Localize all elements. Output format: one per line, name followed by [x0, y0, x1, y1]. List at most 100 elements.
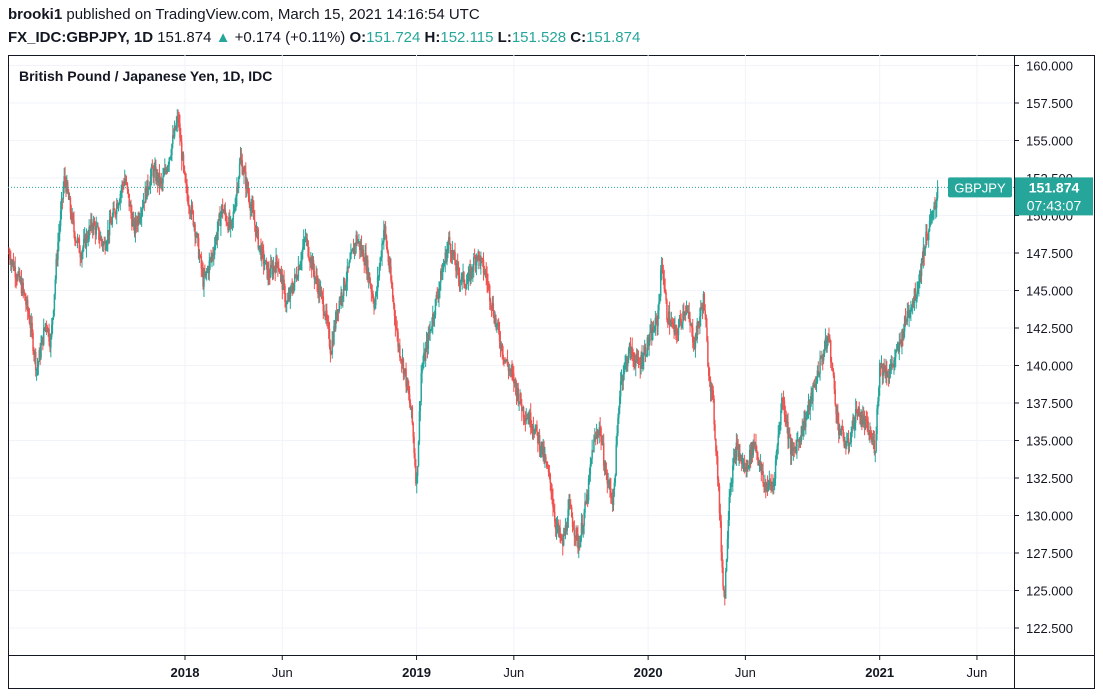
candle-body — [309, 260, 311, 263]
candle-body — [174, 126, 177, 130]
candle-body — [371, 292, 373, 295]
candle-body — [107, 230, 110, 236]
candle-body — [50, 336, 52, 348]
candle-body — [570, 504, 572, 508]
candle-body — [636, 354, 639, 358]
candle-body — [260, 245, 262, 260]
candle-body — [132, 219, 134, 227]
candle-body — [929, 218, 932, 221]
candle-body — [535, 424, 537, 429]
candle-body — [539, 449, 542, 451]
candle-body — [76, 238, 79, 243]
candle-body — [303, 238, 306, 240]
candle-body — [812, 385, 814, 402]
candle-body — [375, 292, 377, 306]
candle-body — [407, 378, 409, 390]
candle-body — [141, 207, 144, 211]
candle-body — [415, 465, 417, 484]
candle-body — [716, 456, 719, 480]
candle-body — [697, 321, 699, 325]
candle-body — [238, 163, 241, 178]
candle-body — [232, 211, 235, 219]
candle-body — [862, 415, 865, 419]
candle-body — [487, 283, 489, 285]
candle-body — [528, 418, 530, 424]
open-label: O: — [349, 29, 367, 46]
candle-body — [886, 368, 888, 377]
candle-body — [373, 301, 375, 308]
candle-body — [918, 283, 920, 289]
candle-body — [339, 300, 341, 303]
candle-body — [360, 245, 363, 253]
candle-body — [687, 312, 690, 314]
candle-body — [870, 432, 872, 438]
candle-body — [175, 122, 178, 130]
y-tick-label: 147.500 — [1026, 246, 1073, 261]
candle-body — [187, 194, 189, 205]
candle-body — [49, 341, 51, 348]
candle-body — [424, 347, 427, 361]
candle-body — [557, 522, 560, 532]
candle-body — [551, 493, 553, 499]
candle-body — [584, 501, 586, 513]
candle-body — [286, 300, 289, 303]
time-axis[interactable]: 2018 Jun 2019 Jun 2020 Jun 2021 Jun — [171, 655, 988, 680]
candle-body — [330, 353, 333, 355]
price-axis[interactable]: 160.000157.500155.000152.500150.000147.5… — [1014, 59, 1073, 637]
price-chart[interactable]: 160.000157.500155.000152.500150.000147.5… — [8, 55, 1095, 689]
candle-body — [31, 322, 33, 333]
candle-body — [42, 327, 45, 345]
candle-body — [284, 286, 286, 303]
candle-body — [48, 328, 50, 342]
candle-body — [804, 417, 806, 427]
candle-body — [541, 441, 544, 455]
candle-body — [694, 334, 697, 349]
candle-body — [77, 238, 80, 240]
candle-body — [127, 189, 130, 194]
candle-body — [775, 451, 778, 461]
candle-body — [827, 337, 829, 340]
candle-body — [615, 444, 617, 476]
candle-body — [722, 567, 724, 587]
chart-frame[interactable]: 160.000157.500155.000152.500150.000147.5… — [8, 55, 1095, 689]
candle-body — [254, 224, 257, 236]
candle-body — [518, 401, 520, 404]
candle-body — [352, 248, 355, 254]
candle-body — [762, 471, 764, 484]
candle-body — [504, 359, 506, 362]
publisher-name[interactable]: brooki1 — [8, 6, 63, 23]
candle-body — [115, 214, 117, 216]
candle-body — [933, 206, 935, 211]
candle-body — [250, 207, 252, 211]
candle-body — [791, 447, 794, 451]
candle-body — [871, 439, 874, 442]
candle-body — [936, 187, 939, 199]
candle-body — [614, 475, 617, 483]
candle-body — [911, 300, 914, 306]
candle-body — [579, 536, 582, 548]
candle-body — [397, 332, 399, 347]
candle-body — [245, 181, 248, 189]
candle-body — [485, 271, 487, 277]
candle-body — [629, 343, 632, 358]
low-value: 151.528 — [511, 29, 567, 46]
candle-body — [34, 352, 36, 355]
candle-body — [379, 257, 382, 268]
candle-body — [805, 413, 808, 417]
candle-body — [930, 218, 933, 220]
candle-body — [139, 218, 141, 222]
candle-body — [431, 326, 433, 330]
candle-body — [63, 176, 65, 189]
candle-body — [838, 430, 841, 435]
candle-body — [771, 484, 773, 487]
candle-body — [789, 437, 792, 455]
candle-body — [246, 181, 249, 192]
candle-body — [754, 444, 756, 446]
candle-body — [770, 482, 772, 487]
candle-body — [756, 450, 758, 452]
candle-body — [546, 467, 549, 469]
candle-body — [835, 404, 837, 414]
y-tick-label: 155.000 — [1026, 134, 1073, 149]
candle-body — [876, 408, 878, 435]
candle-body — [58, 225, 61, 234]
